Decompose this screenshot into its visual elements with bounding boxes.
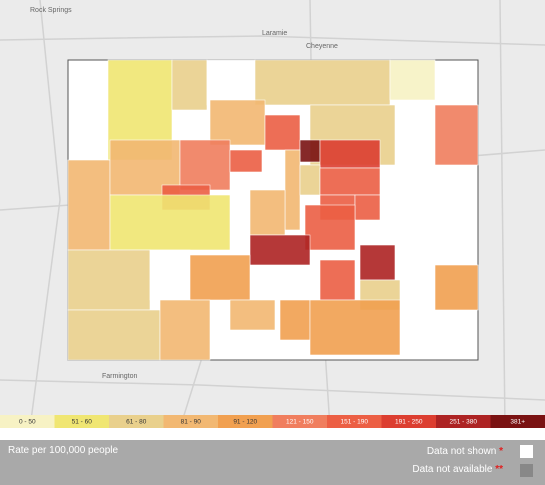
legend-label: 121 - 150 [286,419,314,426]
legend-swatch [327,415,382,428]
legend-swatch [0,415,55,428]
county [214,74,226,86]
county [249,234,311,266]
legend-label: 151 - 190 [341,419,369,426]
legend-swatch [381,415,436,428]
county [189,254,251,301]
legend-label: 91 - 120 [233,419,257,426]
county [159,299,211,361]
county [179,139,231,191]
place-label: Laramie [262,30,287,37]
county [109,194,231,251]
counties [67,59,479,361]
county [359,244,396,281]
county [299,139,321,163]
county [434,104,479,166]
not-available-label: Data not available ** [412,464,503,475]
label: Data not shown [426,446,497,457]
legend-swatch [490,415,545,428]
place-label: Cheyenne [306,43,338,50]
county [67,249,151,311]
legend-swatch [109,415,164,428]
map: Rock Springs Laramie Cheyenne Farmington… [0,0,545,428]
legend-swatch [272,415,327,428]
not-shown-label: Data not shown * [427,446,503,457]
county [389,59,436,101]
county [67,159,111,251]
legend-swatch [54,415,109,428]
county [67,309,161,361]
legend-swatch [218,415,273,428]
legend-label: 251 - 380 [450,419,478,426]
county [304,204,356,251]
place-label: Farmington [102,373,138,380]
county [284,149,301,231]
county [309,299,401,356]
asterisk: ** [495,464,503,475]
legend-label: 81 - 90 [181,419,202,426]
legend-label: 51 - 60 [72,419,93,426]
label: Data not available [412,464,493,475]
county [149,249,191,301]
county [206,59,256,106]
legend-label: 61 - 80 [126,419,147,426]
county [354,194,381,221]
county [319,139,381,169]
legend-swatch [163,415,218,428]
legend-label: 381+ [510,419,525,426]
asterisk: * [499,446,503,457]
county [254,59,391,106]
legend-swatch [436,415,491,428]
legend-label: 191 - 250 [395,419,423,426]
not-available-swatch [520,464,533,477]
not-shown-swatch [520,445,533,458]
county [249,189,286,236]
county [229,299,276,331]
county [171,59,208,111]
county [264,114,301,151]
legend-footer: Rate per 100,000 people Data not shown *… [0,440,545,485]
legend-bar: 0 - 50 51 - 60 61 - 80 81 - 90 91 - 120 121 -… [0,415,545,428]
place-label: Rock Springs [30,7,72,14]
county [299,164,321,196]
county [209,99,266,146]
county [434,264,479,311]
county [279,299,311,341]
county [319,259,356,301]
county [229,149,263,173]
county [319,167,381,196]
legend-title: Rate per 100,000 people [8,445,119,456]
legend-label: 0 - 50 [19,419,36,426]
